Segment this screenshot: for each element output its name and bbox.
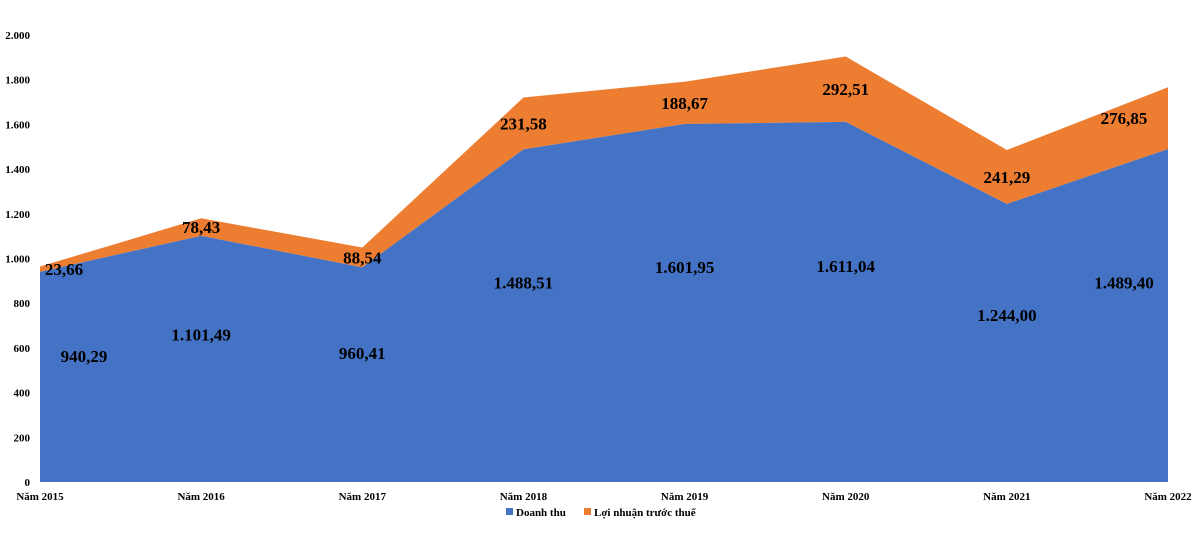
data-label-doanh-thu: 1.488,51 bbox=[494, 273, 554, 292]
area-series-loi-nhuan bbox=[40, 56, 1168, 272]
legend-label-doanh-thu: Doanh thu bbox=[516, 507, 566, 519]
data-label-loi-nhuan: 88,54 bbox=[343, 248, 382, 267]
y-tick-label: 600 bbox=[14, 343, 31, 355]
y-tick-label: 1.800 bbox=[5, 75, 30, 87]
data-label-loi-nhuan: 241,29 bbox=[983, 168, 1030, 187]
data-label-doanh-thu: 1.489,40 bbox=[1094, 273, 1154, 292]
legend-swatch-loi-nhuan bbox=[584, 508, 591, 515]
data-label-loi-nhuan: 78,43 bbox=[182, 218, 220, 237]
data-label-doanh-thu: 1.101,49 bbox=[171, 325, 231, 344]
data-label-loi-nhuan: 23,66 bbox=[45, 260, 83, 279]
data-label-loi-nhuan: 188,67 bbox=[661, 94, 708, 113]
x-tick-label: Năm 2019 bbox=[661, 491, 709, 503]
data-label-doanh-thu: 1.244,00 bbox=[977, 306, 1037, 325]
x-tick-label: Năm 2022 bbox=[1144, 491, 1192, 503]
data-label-doanh-thu: 960,41 bbox=[339, 344, 386, 363]
data-label-loi-nhuan: 276,85 bbox=[1101, 109, 1148, 128]
y-tick-label: 200 bbox=[14, 432, 31, 444]
data-label-loi-nhuan: 231,58 bbox=[500, 114, 547, 133]
x-tick-label: Năm 2021 bbox=[983, 491, 1030, 503]
y-tick-label: 1.400 bbox=[5, 164, 30, 176]
data-label-doanh-thu: 1.601,95 bbox=[655, 258, 715, 277]
x-tick-label: Năm 2015 bbox=[16, 491, 64, 503]
y-tick-label: 1.200 bbox=[5, 209, 30, 221]
data-label-doanh-thu: 1.611,04 bbox=[816, 257, 875, 276]
y-tick-label: 2.000 bbox=[5, 30, 30, 42]
data-label-doanh-thu: 940,29 bbox=[61, 347, 108, 366]
y-tick-label: 400 bbox=[14, 388, 31, 400]
x-tick-label: Năm 2018 bbox=[500, 491, 548, 503]
x-tick-label: Năm 2016 bbox=[177, 491, 225, 503]
area-series-doanh-thu bbox=[40, 121, 1168, 483]
y-tick-label: 1.000 bbox=[5, 254, 30, 266]
x-tick-label: Năm 2020 bbox=[822, 491, 870, 503]
legend-swatch-doanh-thu bbox=[506, 508, 513, 515]
y-tick-label: 800 bbox=[14, 298, 31, 310]
y-tick-label: 1.600 bbox=[5, 119, 30, 131]
y-tick-label: 0 bbox=[25, 477, 31, 489]
legend-label-loi-nhuan: Lợi nhuận trước thuế bbox=[594, 507, 697, 519]
data-label-loi-nhuan: 292,51 bbox=[822, 80, 869, 99]
x-tick-label: Năm 2017 bbox=[339, 491, 387, 503]
